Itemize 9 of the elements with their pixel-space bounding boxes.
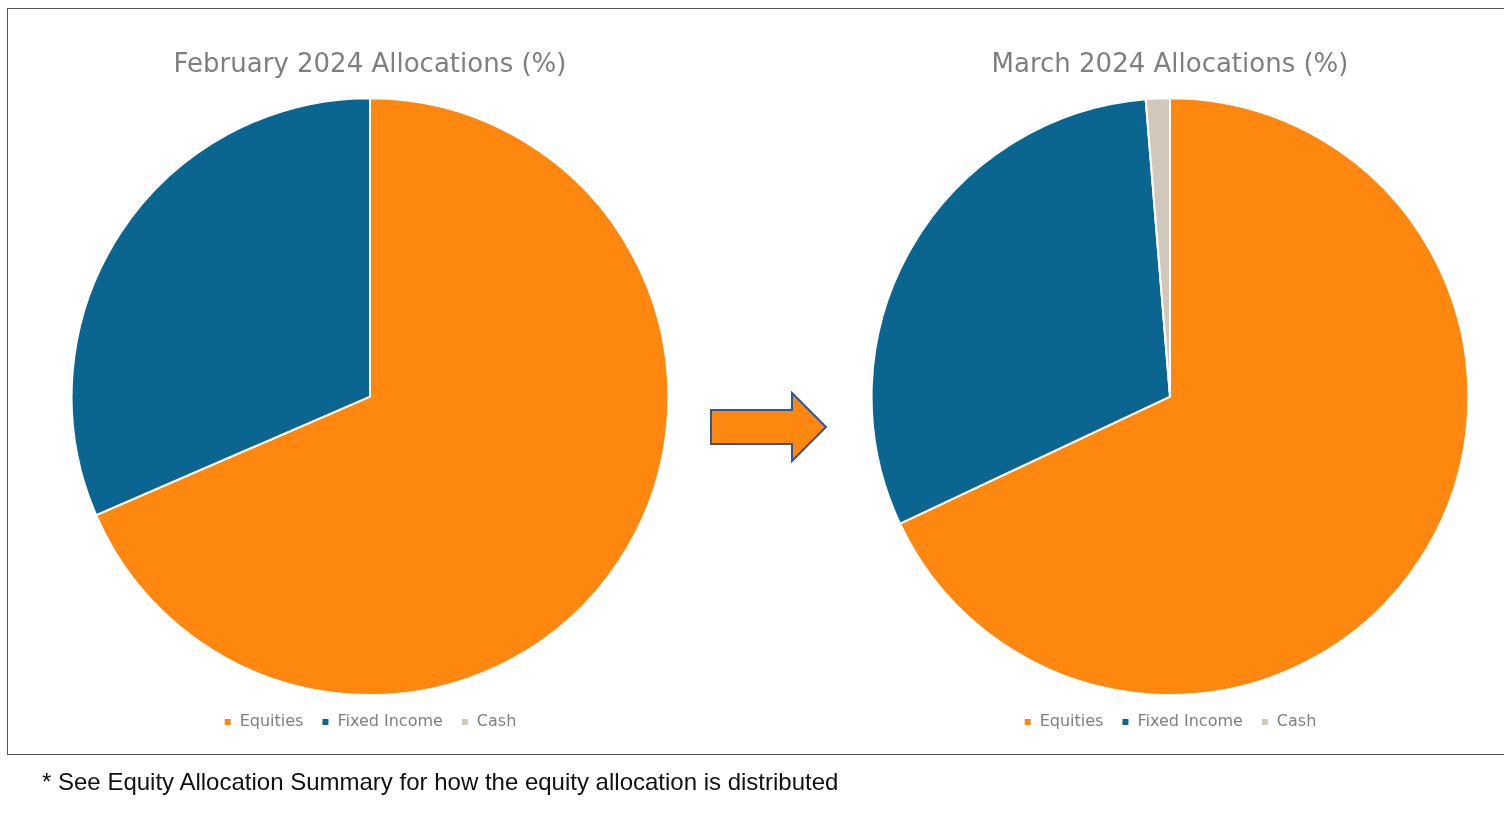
legend-label: Equities	[239, 711, 304, 731]
chart-title: February 2024 Allocations (%)	[173, 48, 567, 79]
legend-label: Fixed Income	[337, 711, 443, 731]
legend-label: Cash	[1276, 711, 1317, 731]
legend-label: Cash	[476, 711, 517, 731]
legend-label: Fixed Income	[1137, 711, 1243, 731]
legend-label: Equities	[1039, 711, 1104, 731]
chart-title: March 2024 Allocations (%)	[991, 48, 1349, 79]
text: * See Equity Allocation Summary for how the equity allocation is distributed	[42, 768, 839, 796]
